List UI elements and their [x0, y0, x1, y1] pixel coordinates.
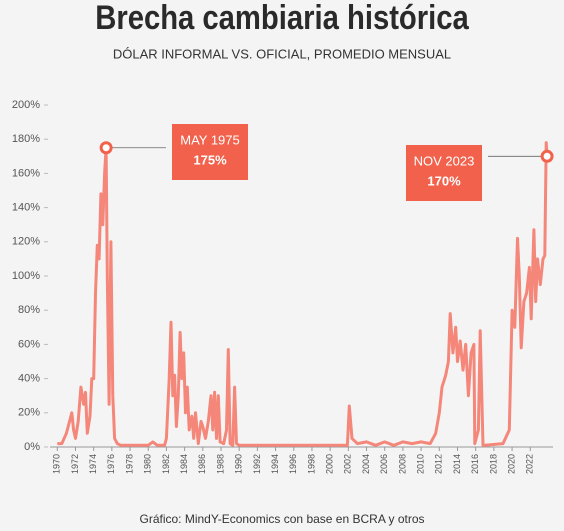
x-tick-label: 1998 [306, 454, 316, 474]
x-tick-label: 1992 [252, 454, 262, 474]
x-tick-label: 2022 [525, 454, 535, 474]
x-tick-label: 2016 [470, 454, 480, 474]
y-tick-label: 180% [12, 133, 40, 145]
x-tick-label: 2014 [452, 454, 462, 474]
x-tick-label: 1994 [270, 454, 280, 474]
x-tick-label: 2018 [488, 454, 498, 474]
y-tick-label: 0% [24, 441, 40, 453]
x-tick-label: 2008 [397, 454, 407, 474]
y-tick-label: 160% [12, 167, 40, 179]
annotation-box [406, 145, 482, 201]
x-tick-label: 1982 [161, 454, 171, 474]
chart-subtitle: DÓLAR INFORMAL VS. OFICIAL, PROMEDIO MEN… [113, 46, 451, 61]
data-line [57, 141, 549, 447]
y-tick-label: 100% [12, 270, 40, 282]
chart-title: Brecha cambiaria histórica [95, 0, 469, 36]
y-tick-label: 140% [12, 202, 40, 214]
x-tick-label: 1990 [234, 454, 244, 474]
x-tick-label: 1972 [70, 454, 80, 474]
x-tick-label: 1976 [106, 454, 116, 474]
x-tick-label: 1996 [288, 454, 298, 474]
source-note: Gráfico: MindY-Economics con base en BCR… [139, 512, 424, 526]
x-tick-label: 1984 [179, 454, 189, 474]
x-tick-label: 2000 [325, 454, 335, 474]
annotation-label: NOV 2023 [414, 153, 475, 168]
y-tick-label: 200% [12, 99, 40, 111]
y-tick-label: 40% [18, 373, 40, 385]
x-tick-label: 1980 [143, 454, 153, 474]
x-tick-label: 1970 [52, 454, 62, 474]
x-tick-label: 2004 [361, 454, 371, 474]
x-tick-label: 2012 [434, 454, 444, 474]
y-tick-label: 60% [18, 338, 40, 350]
annotation-value: 175% [193, 152, 227, 167]
annotation-box [172, 124, 248, 180]
x-tick-label: 1974 [88, 454, 98, 474]
x-tick-label: 1988 [215, 454, 225, 474]
annotation-marker [99, 141, 113, 155]
y-tick-label: 80% [18, 304, 40, 316]
annotation-value: 170% [427, 173, 461, 188]
x-tick-label: 1986 [197, 454, 207, 474]
x-tick-label: 2020 [506, 454, 516, 474]
x-tick-label: 1978 [124, 454, 134, 474]
x-tick-label: 2006 [379, 454, 389, 474]
annotation-label: MAY 1975 [180, 132, 240, 147]
x-tick-label: 2002 [343, 454, 353, 474]
y-tick-label: 20% [18, 407, 40, 419]
annotation-marker [540, 149, 554, 163]
x-tick-label: 2010 [415, 454, 425, 474]
y-tick-label: 120% [12, 236, 40, 248]
